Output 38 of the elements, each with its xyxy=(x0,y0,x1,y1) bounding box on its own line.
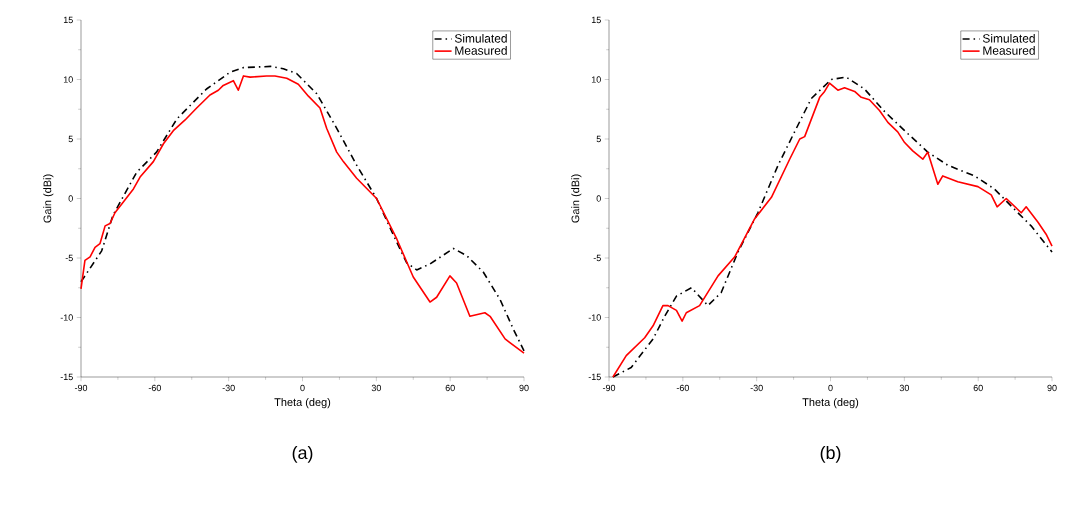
x-tick-label: 30 xyxy=(899,384,909,392)
y-tick-label: 10 xyxy=(63,76,73,83)
y-tick-label: -5 xyxy=(593,254,601,262)
legend-label: Simulated xyxy=(982,33,1035,43)
x-tick-label: 30 xyxy=(371,384,381,392)
y-tick-label: -15 xyxy=(60,373,73,381)
y-tick-label: -15 xyxy=(588,373,601,381)
x-tick-label: -60 xyxy=(148,384,161,392)
x-tick-label: 60 xyxy=(973,384,983,392)
x-tick-label: 0 xyxy=(300,384,305,392)
y-tick-label: 15 xyxy=(591,16,601,24)
x-tick-label: -30 xyxy=(222,384,235,392)
x-tick-label: -90 xyxy=(602,384,616,392)
x-axis-title: Theta (deg) xyxy=(802,397,859,409)
legend-label: Measured xyxy=(455,46,507,55)
legend-label: Simulated xyxy=(454,33,507,43)
y-tick-label: 0 xyxy=(596,195,601,202)
y-axis-title: Gain (dBi) xyxy=(43,174,54,223)
x-axis-title: Theta (deg) xyxy=(274,397,331,409)
x-tick-label: -90 xyxy=(74,384,88,392)
y-tick-label: -10 xyxy=(60,314,73,321)
y-tick-label: 10 xyxy=(591,76,601,83)
legend-label: Measured xyxy=(983,46,1035,55)
y-tick-label: -5 xyxy=(65,254,73,262)
x-tick-label: -60 xyxy=(676,384,689,392)
y-axis-title: Gain (dBi) xyxy=(571,174,582,223)
x-tick-label: 90 xyxy=(519,384,529,392)
y-tick-label: 0 xyxy=(68,195,73,202)
y-tick-label: 5 xyxy=(596,135,601,143)
x-tick-label: -30 xyxy=(750,384,763,392)
x-tick-label: 0 xyxy=(828,384,833,392)
y-tick-label: -10 xyxy=(588,314,601,321)
x-tick-label: 60 xyxy=(445,384,455,392)
text: (b) xyxy=(820,445,841,463)
y-tick-label: 5 xyxy=(68,135,73,143)
y-tick-label: 15 xyxy=(63,16,73,24)
x-tick-label: 90 xyxy=(1047,384,1057,392)
text: (a) xyxy=(292,445,313,463)
